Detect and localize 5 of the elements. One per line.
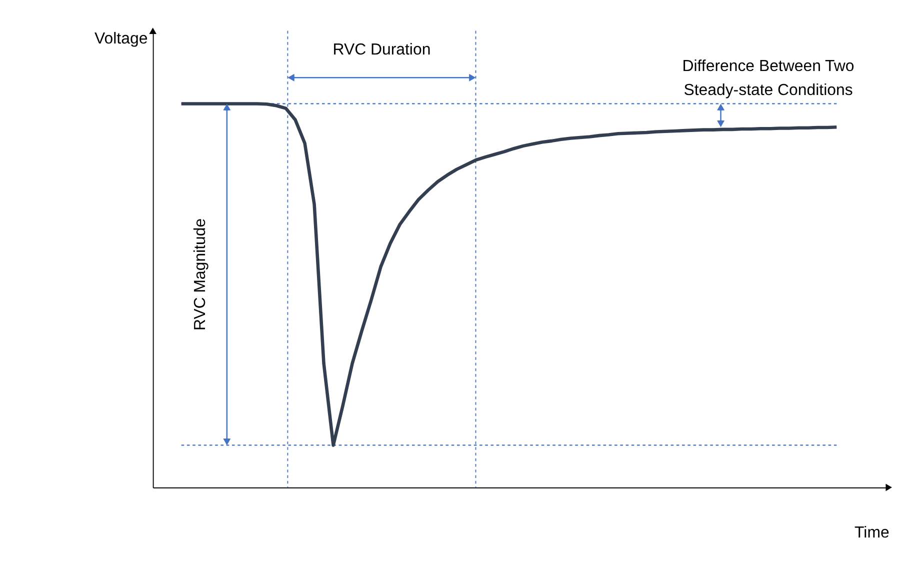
annotation: RVC Magnitude (192, 218, 210, 331)
text: Difference Between Two Steady-state Conditions (682, 58, 854, 100)
text: RVC Duration (332, 42, 431, 59)
x-axis-title: Time (854, 524, 890, 542)
y-axis-title: Voltage (94, 30, 148, 48)
